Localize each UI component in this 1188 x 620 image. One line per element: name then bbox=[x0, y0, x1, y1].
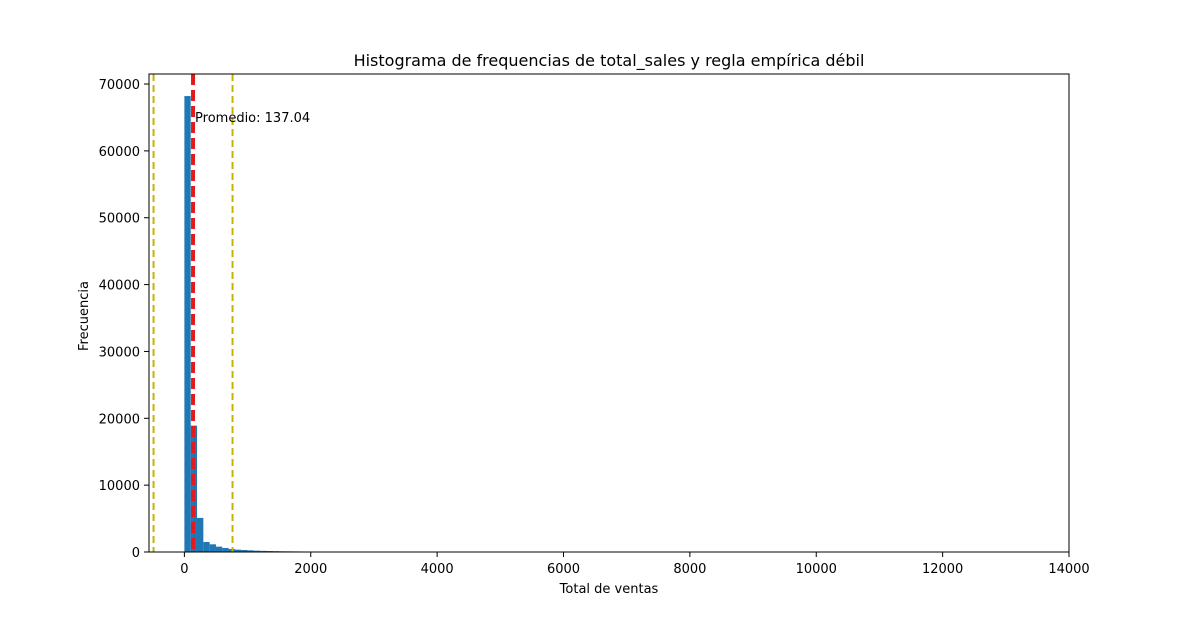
histogram-bar bbox=[197, 517, 204, 552]
histogram-bar bbox=[253, 550, 261, 552]
histogram-bar bbox=[222, 547, 229, 552]
y-tick-label: 60000 bbox=[99, 145, 140, 160]
y-tick-label: 30000 bbox=[99, 345, 140, 360]
histogram-bar bbox=[215, 546, 223, 552]
x-tick-label: 12000 bbox=[922, 562, 963, 577]
histogram-bar bbox=[209, 544, 216, 552]
y-axis-label: Frecuencia bbox=[77, 281, 92, 351]
histogram-bar bbox=[190, 425, 198, 552]
x-tick-label: 2000 bbox=[294, 562, 327, 577]
histogram-bar bbox=[260, 550, 267, 552]
x-axis-label: Total de ventas bbox=[559, 582, 659, 597]
histogram-bar bbox=[241, 549, 248, 552]
y-tick-label: 0 bbox=[132, 546, 140, 561]
histogram-bar bbox=[203, 541, 210, 552]
x-tick-label: 8000 bbox=[673, 562, 706, 577]
histogram-bar bbox=[247, 550, 254, 552]
y-tick-label: 50000 bbox=[99, 212, 140, 227]
x-tick-label: 14000 bbox=[1048, 562, 1089, 577]
y-tick-label: 40000 bbox=[99, 279, 140, 294]
x-tick-label: 10000 bbox=[796, 562, 837, 577]
mean-annotation: Promedio: 137.04 bbox=[195, 111, 310, 126]
plot-frame bbox=[148, 73, 1070, 553]
y-tick-label: 70000 bbox=[99, 78, 140, 93]
y-tick-label: 20000 bbox=[99, 412, 140, 427]
x-tick-label: 4000 bbox=[421, 562, 454, 577]
x-tick-label: 6000 bbox=[547, 562, 580, 577]
chart-title: Histograma de frequencias de total_sales… bbox=[354, 51, 865, 71]
plot-area: Promedio: 137.04 0 2000 4000 6000 8000 10000 12… bbox=[99, 73, 1090, 577]
histogram-bar bbox=[234, 549, 242, 552]
x-tick-label: 0 bbox=[180, 562, 188, 577]
histogram-bar bbox=[184, 96, 191, 552]
y-tick-label: 10000 bbox=[99, 479, 140, 494]
